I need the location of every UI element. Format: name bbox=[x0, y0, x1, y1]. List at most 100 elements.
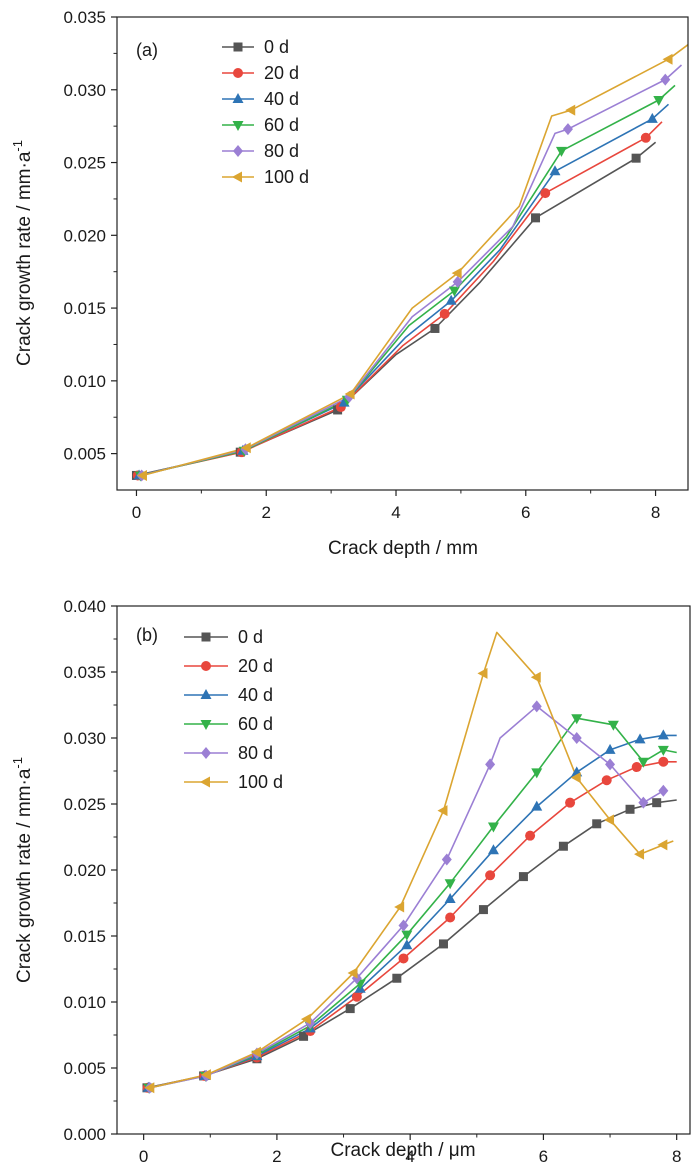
legend-label-40d: 40 d bbox=[238, 685, 273, 705]
y-tick-label: 0.010 bbox=[63, 372, 106, 391]
data-point-80d-6 bbox=[441, 853, 452, 866]
x-tick-label: 8 bbox=[651, 503, 660, 522]
data-point-0d-7 bbox=[478, 905, 488, 915]
panel-label: (b) bbox=[136, 625, 158, 645]
legend-label-80d: 80 d bbox=[238, 743, 273, 763]
y-tick-label: 0.030 bbox=[63, 81, 106, 100]
x-axis-label: Crack depth / μm bbox=[330, 1140, 475, 1161]
y-tick-label: 0.025 bbox=[63, 154, 106, 173]
data-point-60d-9 bbox=[571, 714, 583, 725]
data-point-60d-6 bbox=[444, 879, 456, 890]
y-axis-label-superscript: -1 bbox=[10, 757, 25, 769]
legend-label-40d: 40 d bbox=[264, 89, 299, 109]
data-point-40d-5 bbox=[646, 112, 658, 123]
data-point-20d-12 bbox=[658, 756, 669, 767]
data-point-0d-12 bbox=[652, 798, 662, 808]
data-point-20d-9 bbox=[565, 797, 576, 808]
series-line-20d bbox=[137, 121, 663, 477]
data-point-20d-7 bbox=[485, 870, 496, 881]
data-point-0d-8 bbox=[518, 872, 528, 882]
data-point-100d-1 bbox=[200, 1069, 211, 1081]
legend-label-80d: 80 d bbox=[264, 141, 299, 161]
data-point-0d-11 bbox=[625, 804, 635, 814]
series-line-100d bbox=[150, 631, 674, 1089]
data-point-60d-4 bbox=[555, 146, 567, 157]
data-point-0d-10 bbox=[592, 819, 602, 829]
data-point-0d-4 bbox=[531, 213, 541, 223]
data-point-100d-0 bbox=[144, 1082, 155, 1094]
data-point-60d-3 bbox=[448, 286, 460, 297]
data-point-100d-4 bbox=[565, 104, 576, 116]
y-tick-label: 0.010 bbox=[63, 993, 106, 1012]
y-axis-label: Crack growth rate / mm·a-1 bbox=[10, 757, 35, 983]
series-line-60d bbox=[140, 84, 676, 477]
y-axis-label-text: Crack growth rate / mm·a bbox=[14, 768, 35, 983]
data-point-80d-11 bbox=[638, 796, 649, 809]
legend-marker-20d bbox=[201, 661, 211, 671]
y-axis-label-superscript: -1 bbox=[10, 140, 25, 152]
series-line-40d bbox=[138, 103, 670, 477]
x-tick-label: 4 bbox=[391, 503, 400, 522]
x-tick-label: 0 bbox=[132, 503, 141, 522]
legend-marker-20d bbox=[233, 68, 243, 78]
data-point-0d-4 bbox=[345, 1004, 355, 1014]
data-point-100d-11 bbox=[634, 848, 645, 860]
y-tick-label: 0.015 bbox=[63, 299, 106, 318]
series-line-0d bbox=[136, 141, 657, 477]
y-tick-label: 0.035 bbox=[63, 8, 106, 27]
y-tick-label: 0.015 bbox=[63, 927, 106, 946]
data-point-0d-3 bbox=[299, 1031, 309, 1041]
data-point-20d-5 bbox=[398, 953, 409, 964]
legend-marker-60d bbox=[232, 121, 244, 131]
x-tick-label: 8 bbox=[672, 1147, 681, 1164]
data-point-100d-0 bbox=[136, 469, 147, 481]
data-point-60d-10 bbox=[607, 720, 619, 731]
y-tick-label: 0.025 bbox=[63, 795, 106, 814]
legend-marker-0d bbox=[201, 632, 211, 642]
data-point-100d-10 bbox=[604, 814, 615, 826]
data-point-20d-3 bbox=[439, 308, 450, 319]
data-point-0d-3 bbox=[430, 323, 440, 333]
x-tick-label: 0 bbox=[139, 1147, 148, 1164]
legend-label-0d: 0 d bbox=[238, 627, 263, 647]
y-axis-label-text: Crack growth rate / mm·a bbox=[14, 151, 35, 366]
series-line-0d bbox=[146, 799, 677, 1089]
legend-label-100d: 100 d bbox=[238, 772, 283, 792]
series-line-80d bbox=[149, 705, 664, 1089]
data-point-60d-12 bbox=[657, 745, 669, 756]
data-point-80d-10 bbox=[605, 758, 616, 771]
data-point-40d-7 bbox=[487, 844, 499, 855]
y-tick-label: 0.000 bbox=[63, 1125, 106, 1144]
data-point-0d-9 bbox=[558, 841, 568, 851]
y-tick-label: 0.040 bbox=[63, 597, 106, 616]
data-point-100d-12 bbox=[657, 839, 668, 851]
series-line-20d bbox=[147, 760, 677, 1089]
y-tick-label: 0.005 bbox=[63, 1059, 106, 1078]
series-line-80d bbox=[141, 64, 683, 477]
data-point-80d-8 bbox=[531, 700, 542, 713]
legend-marker-40d bbox=[232, 93, 244, 103]
legend-label-60d: 60 d bbox=[264, 115, 299, 135]
data-point-40d-5 bbox=[401, 939, 413, 950]
legend-marker-0d bbox=[233, 42, 243, 52]
legend-marker-40d bbox=[200, 689, 212, 699]
y-tick-label: 0.005 bbox=[63, 445, 106, 464]
data-point-40d-12 bbox=[657, 729, 669, 740]
data-point-40d-3 bbox=[445, 294, 457, 305]
panel-label: (a) bbox=[136, 40, 158, 60]
y-tick-label: 0.020 bbox=[63, 861, 106, 880]
data-point-20d-4 bbox=[540, 188, 551, 199]
data-point-80d-12 bbox=[658, 784, 669, 797]
x-tick-label: 6 bbox=[521, 503, 530, 522]
data-point-80d-4 bbox=[562, 123, 573, 136]
legend-marker-80d bbox=[233, 145, 243, 157]
data-point-40d-8 bbox=[531, 800, 543, 811]
x-axis-label: Crack depth / mm bbox=[328, 538, 478, 559]
data-point-100d-4 bbox=[347, 967, 358, 979]
data-point-100d-5 bbox=[662, 53, 673, 65]
series-line-100d bbox=[142, 44, 689, 477]
x-tick-label: 4 bbox=[405, 1147, 414, 1164]
y-tick-label: 0.020 bbox=[63, 226, 106, 245]
data-point-60d-11 bbox=[637, 757, 649, 768]
